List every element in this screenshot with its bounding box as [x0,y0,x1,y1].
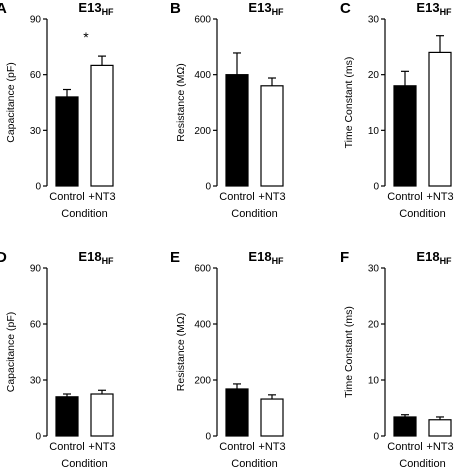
y-tick-label: 400 [194,320,211,331]
y-tick-label: 0 [35,182,41,193]
panel-title-main: E18 [416,249,439,264]
y-tick-label: 200 [194,126,211,137]
bar-nt3 [90,393,114,437]
y-axis-label: Capacitance (pF) [5,312,17,393]
panel-c: C E13HF 0 10 20 30 Time Constant (ms) Control +N… [340,0,454,220]
x-tick-label: Control [49,191,84,203]
bar-nt3 [260,85,284,187]
panel-title-main: E18 [248,249,271,264]
x-axis-label: Condition [399,208,445,220]
y-tick-label: 30 [30,126,42,137]
y-axis-label: Capacitance (pF) [5,62,17,143]
x-tick-label: +NT3 [258,191,285,203]
panel-title-subscript: HF [440,256,452,266]
y-tick-label: 30 [30,376,42,387]
bar-nt3 [260,398,284,437]
y-tick-label: 0 [205,432,211,443]
panel-d: D E18HF 0 30 60 90 Capacitance (pF) Control +NT3… [0,249,116,470]
x-tick-label: +NT3 [258,441,285,453]
x-tick-label: +NT3 [88,441,115,453]
panel-letter: F [340,249,349,266]
x-axis-label: Condition [399,458,445,470]
bar-control [55,396,79,437]
y-tick-label: 10 [368,376,380,387]
panel-title: E13HF [416,0,452,17]
bar-control [393,416,417,437]
y-tick-label: 30 [368,15,380,26]
panel-title: E13HF [78,0,114,17]
y-tick-label: 10 [368,126,380,137]
bar-nt3 [90,64,114,187]
x-tick-label: +NT3 [426,441,453,453]
panel-letter: B [170,0,181,17]
y-tick-label: 0 [373,182,379,193]
panel-a: A E13HF 0 30 60 90 Capacitance (pF) Control +NT3… [0,0,116,220]
panel-title: E13HF [248,0,284,17]
panel-title-subscript: HF [272,7,284,17]
x-axis-label: Condition [61,208,107,220]
x-tick-label: Control [219,441,254,453]
y-axis-label: Time Constant (ms) [343,57,355,149]
y-tick-label: 0 [35,432,41,443]
bar-nt3 [428,51,452,187]
panel-letter: C [340,0,351,17]
x-axis-label: Condition [231,458,277,470]
x-tick-label: +NT3 [426,191,453,203]
panel-title-main: E13 [248,0,271,15]
bar-control [225,74,249,187]
x-tick-label: Control [219,191,254,203]
y-tick-label: 60 [30,320,42,331]
panel-title-subscript: HF [440,7,452,17]
bar-nt3 [428,419,452,437]
y-tick-label: 20 [368,320,380,331]
y-tick-label: 60 [30,70,42,81]
x-tick-label: Control [49,441,84,453]
x-axis-label: Condition [231,208,277,220]
y-tick-label: 90 [30,15,42,26]
y-axis-label: Resistance (MΩ) [175,313,187,391]
y-tick-label: 30 [368,264,380,275]
y-tick-label: 200 [194,376,211,387]
panel-title: E18HF [416,249,452,266]
panel-title: E18HF [78,249,114,266]
panel-title-subscript: HF [102,256,114,266]
y-tick-label: 20 [368,70,380,81]
bar-control [225,388,249,437]
y-tick-label: 600 [194,264,211,275]
panel-title: E18HF [248,249,284,266]
y-axis-label: Time Constant (ms) [343,306,355,398]
bar-control [393,85,417,187]
x-tick-label: Control [387,191,422,203]
panel-e: E E18HF 0 200 400 600 Resistance (MΩ) Control +N… [170,249,286,470]
panel-b: B E13HF 0 200 400 600 Resistance (MΩ) Control +N… [170,0,286,220]
panel-title-subscript: HF [102,7,114,17]
panel-letter: D [0,249,7,266]
panel-title-main: E13 [416,0,439,15]
significance-marker: * [83,29,89,45]
y-tick-label: 0 [205,182,211,193]
y-axis-label: Resistance (MΩ) [175,63,187,141]
bar-control [55,96,79,187]
panel-title-main: E18 [78,249,101,264]
y-tick-label: 400 [194,70,211,81]
x-tick-label: +NT3 [88,191,115,203]
y-tick-label: 0 [373,432,379,443]
x-axis-label: Condition [61,458,107,470]
panel-f: F E18HF 0 10 20 30 Time Constant (ms) Control +N… [340,249,454,470]
panel-title-main: E13 [78,0,101,15]
y-tick-label: 600 [194,15,211,26]
x-tick-label: Control [387,441,422,453]
y-tick-label: 90 [30,264,42,275]
panel-letter: E [170,249,180,266]
panel-letter: A [0,0,7,17]
panel-title-subscript: HF [272,256,284,266]
